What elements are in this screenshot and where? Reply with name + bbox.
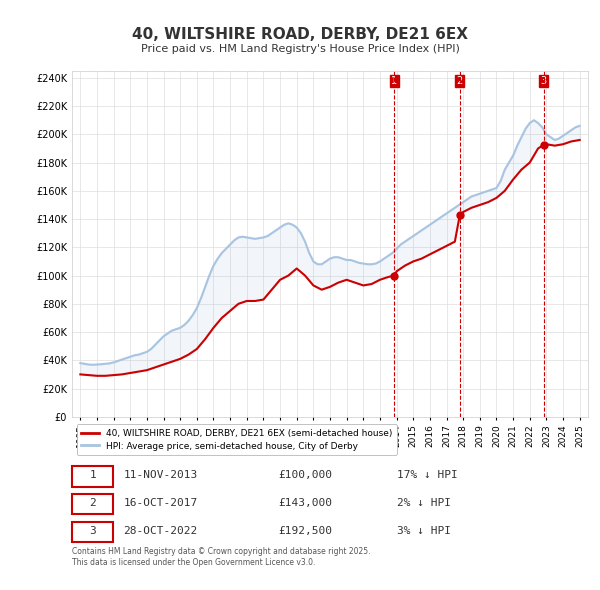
Text: 11-NOV-2013: 11-NOV-2013 bbox=[124, 470, 198, 480]
Text: 1: 1 bbox=[89, 470, 96, 480]
Text: 16-OCT-2017: 16-OCT-2017 bbox=[124, 497, 198, 507]
Text: 2: 2 bbox=[457, 76, 463, 86]
Text: 3: 3 bbox=[89, 526, 96, 536]
Text: 3: 3 bbox=[541, 76, 547, 86]
Text: £192,500: £192,500 bbox=[278, 526, 332, 536]
Text: 2% ↓ HPI: 2% ↓ HPI bbox=[397, 497, 451, 507]
Text: 2: 2 bbox=[89, 497, 96, 507]
Text: £100,000: £100,000 bbox=[278, 470, 332, 480]
Text: Price paid vs. HM Land Registry's House Price Index (HPI): Price paid vs. HM Land Registry's House … bbox=[140, 44, 460, 54]
FancyBboxPatch shape bbox=[72, 466, 113, 487]
Text: 40, WILTSHIRE ROAD, DERBY, DE21 6EX: 40, WILTSHIRE ROAD, DERBY, DE21 6EX bbox=[132, 27, 468, 41]
Text: £143,000: £143,000 bbox=[278, 497, 332, 507]
Text: 28-OCT-2022: 28-OCT-2022 bbox=[124, 526, 198, 536]
Text: 1: 1 bbox=[391, 76, 397, 86]
Legend: 40, WILTSHIRE ROAD, DERBY, DE21 6EX (semi-detached house), HPI: Average price, s: 40, WILTSHIRE ROAD, DERBY, DE21 6EX (sem… bbox=[77, 424, 397, 455]
FancyBboxPatch shape bbox=[72, 522, 113, 542]
Text: 17% ↓ HPI: 17% ↓ HPI bbox=[397, 470, 458, 480]
Text: Contains HM Land Registry data © Crown copyright and database right 2025.
This d: Contains HM Land Registry data © Crown c… bbox=[72, 548, 371, 567]
FancyBboxPatch shape bbox=[72, 494, 113, 514]
Text: 3% ↓ HPI: 3% ↓ HPI bbox=[397, 526, 451, 536]
